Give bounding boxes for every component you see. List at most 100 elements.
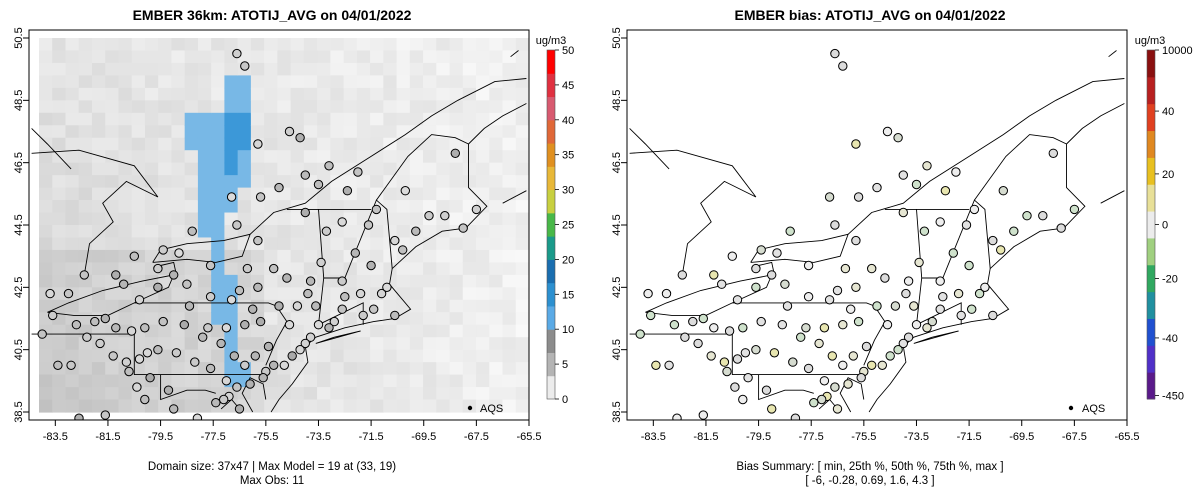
grid-cell	[144, 175, 159, 189]
colorbar-segment	[1147, 264, 1155, 293]
grid-cell	[264, 274, 278, 288]
grid-cell	[158, 112, 173, 126]
grid-cell	[224, 249, 239, 263]
grid-cell	[158, 125, 173, 139]
grid-cell	[449, 62, 464, 76]
grid-cell	[423, 362, 437, 376]
grid-cell	[144, 200, 159, 214]
x-tick-label: -65.5	[1114, 431, 1139, 443]
grid-cell	[317, 287, 331, 301]
grid-cell	[131, 337, 146, 351]
grid-cell	[476, 38, 490, 52]
site-marker	[355, 288, 366, 299]
grid-cell	[91, 212, 106, 226]
grid-cell	[184, 100, 199, 114]
site-marker	[843, 379, 853, 389]
grid-cell	[277, 150, 292, 164]
site-marker	[182, 279, 192, 289]
grid-cell	[317, 349, 331, 363]
site-marker	[274, 301, 284, 311]
grid-cell	[356, 274, 371, 288]
grid-cell	[290, 287, 305, 301]
boundary-line	[1108, 50, 1117, 58]
grid-cell	[409, 62, 424, 76]
grid-cell	[330, 249, 345, 263]
site-marker	[777, 320, 787, 330]
grid-cell	[171, 87, 186, 101]
grid-cell	[224, 100, 239, 114]
grid-cell	[184, 337, 199, 351]
boundary-line	[913, 330, 959, 344]
site-marker	[856, 373, 866, 383]
grid-cell	[158, 362, 173, 376]
grid-cell	[277, 249, 292, 263]
footer-line-2: [ -6, -0.28, 0.69, 1.6, 4.3 ]	[805, 475, 934, 487]
site-marker	[353, 167, 363, 177]
grid-cell	[237, 112, 252, 126]
grid-cell	[462, 237, 477, 251]
site-marker	[756, 316, 766, 327]
grid-cell	[396, 125, 411, 139]
grid-cell	[330, 387, 345, 401]
grid-cell	[489, 237, 504, 251]
grid-cell	[105, 137, 120, 151]
colorbar-segment	[1147, 184, 1155, 212]
grid-cell	[343, 274, 358, 288]
grid-cell	[476, 50, 490, 64]
grid-cell	[52, 62, 67, 76]
grid-cell	[489, 187, 504, 201]
grid-cell	[52, 50, 67, 64]
grid-cell	[105, 125, 120, 139]
grid-cell	[197, 112, 212, 126]
grid-cell	[502, 249, 517, 263]
colorbar-segment	[1147, 157, 1155, 185]
grid-cell	[39, 337, 53, 351]
grid-cell	[65, 212, 80, 226]
grid-cell	[277, 225, 292, 239]
grid-cell	[91, 162, 106, 176]
grid-cell	[436, 274, 451, 288]
colorbar-label: 40	[562, 115, 574, 127]
grid-cell	[264, 225, 278, 239]
grid-cell	[303, 374, 318, 388]
site-marker	[761, 385, 772, 395]
boundary-line	[249, 78, 527, 235]
grid-cell	[515, 299, 529, 313]
grid-cell	[171, 374, 186, 388]
colorbar-label: 20	[562, 254, 574, 266]
grid-cell	[197, 100, 212, 114]
site-marker	[940, 186, 951, 196]
grid-cell	[171, 162, 186, 176]
site-marker	[305, 276, 316, 286]
grid-cell	[303, 87, 318, 101]
grid-cell	[184, 249, 199, 263]
grid-cell	[476, 162, 490, 176]
grid-cell	[370, 212, 384, 226]
grid-cell	[237, 75, 252, 89]
grid-cell	[131, 137, 146, 151]
grid-cell	[396, 100, 411, 114]
grid-cell	[211, 187, 226, 201]
site-marker	[732, 354, 743, 364]
site-marker	[677, 270, 687, 280]
grid-cell	[476, 374, 490, 388]
grid-cell	[91, 399, 106, 413]
grid-cell	[383, 225, 398, 239]
site-marker	[471, 204, 482, 215]
grid-cell	[356, 324, 371, 338]
colorbar-segment	[1147, 318, 1155, 346]
grid-cell	[118, 212, 133, 226]
grid-cell	[489, 225, 504, 239]
grid-cell	[396, 175, 411, 189]
site-marker	[872, 301, 882, 311]
site-marker	[111, 270, 121, 280]
grid-cell	[184, 387, 199, 401]
grid-cell	[224, 237, 239, 251]
grid-cell	[436, 374, 451, 388]
grid-cell	[131, 187, 146, 201]
grid-cell	[370, 50, 384, 64]
grid-cell	[277, 212, 292, 226]
site-marker	[651, 360, 661, 370]
grid-cell	[158, 75, 173, 89]
